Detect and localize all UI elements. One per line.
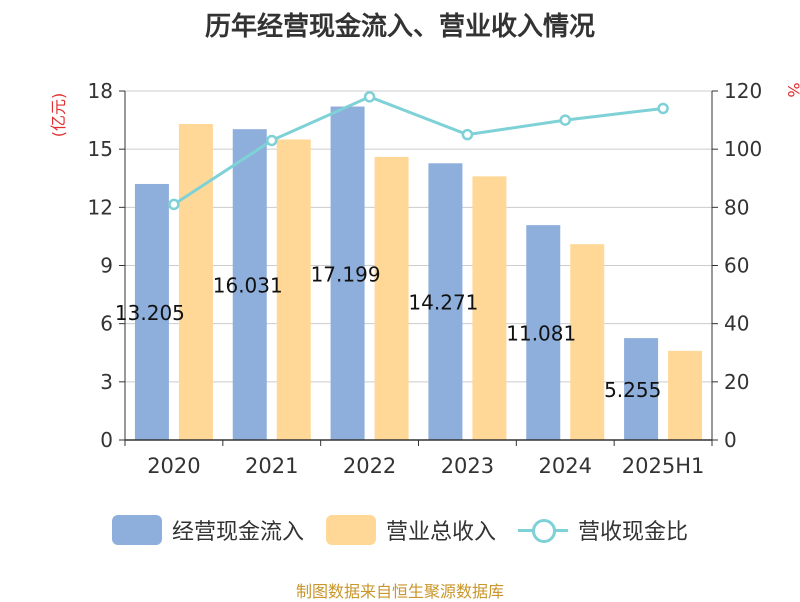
y-left-tick-label: 12 [88,195,113,219]
bar-cash-inflow [232,129,267,440]
x-tick-label: 2022 [343,454,396,478]
x-tick-label: 2024 [539,454,592,478]
legend-item-revenue[interactable]: 营业总收入 [325,514,496,546]
bar-revenue [472,176,507,441]
y-left-tick-label: 0 [100,428,113,452]
y-axis-left-label: (亿元) [49,93,68,138]
source-note: 制图数据来自恒生聚源数据库 [295,582,504,601]
y-left-tick-label: 6 [100,312,113,336]
y-right-tick-label: 20 [724,370,749,394]
bar-revenue [570,244,605,440]
legend-swatch-cash-inflow [111,515,162,545]
bar-cash-inflow [330,106,365,440]
y-right-tick-label: 60 [724,254,749,278]
line-point-ratio [363,91,376,103]
data-labels: 13.205 16.031 17.199 14.271 11.081 5.255 [115,262,661,402]
bar-revenue [374,156,409,440]
x-tick-label: 2021 [245,454,298,478]
legend-swatch-ratio [518,515,568,545]
legend-item-ratio[interactable]: 营收现金比 [518,514,688,546]
x-tick-label: 2023 [441,454,494,478]
bar-revenue [668,350,703,440]
line-point-ratio [168,198,180,211]
line-ratio [173,95,664,206]
legend-label-ratio: 营收现金比 [578,520,689,545]
data-label-cash-inflow: 11.081 [506,322,576,346]
y-right-tick-label: 120 [724,79,762,103]
y-left-tick-label: 9 [100,254,113,278]
bars [134,106,703,441]
data-label-cash-inflow: 5.255 [604,378,661,402]
grid-lines [125,90,712,383]
y-left-tick-label: 15 [88,137,113,161]
data-label-cash-inflow: 14.271 [408,291,478,315]
y-right-tick-label: 80 [724,195,749,219]
data-label-cash-inflow: 16.031 [213,274,283,298]
legend: 经营现金流入 营业总收入 营收现金比 [0,514,800,546]
bar-cash-inflow [526,225,561,440]
line-point-ratio [657,102,669,115]
line-point-ratio [559,114,571,126]
y-right-tick-label: 100 [724,137,762,161]
line-series [168,91,669,211]
line-point-ratio [461,128,474,141]
legend-label-revenue: 营业总收入 [385,520,496,545]
x-tick-label: 2020 [147,454,200,478]
bar-revenue [178,123,213,440]
line-point-ratio [266,134,278,147]
y-right-tick-label: 0 [724,428,737,452]
bar-cash-inflow [428,163,463,441]
axes: 0 0 3 20 6 40 9 60 12 80 15 100 18 120 2020 2021 2022 202… [88,79,763,478]
legend-swatch-revenue [325,515,376,545]
legend-label-cash-inflow: 经营现金流入 [171,520,304,545]
bar-cash-inflow [624,338,659,440]
chart-title: 历年经营现金流入、营业收入情况 [204,12,595,42]
data-label-cash-inflow: 13.205 [115,301,185,325]
y-axis-right-label: % [784,82,800,97]
data-label-cash-inflow: 17.199 [311,262,381,286]
y-right-tick-label: 40 [724,312,749,336]
x-tick-label: 2025H1 [622,454,705,478]
legend-item-cash-inflow[interactable]: 经营现金流入 [111,514,304,546]
y-left-tick-label: 18 [88,79,113,103]
bar-revenue [276,139,311,440]
y-left-tick-label: 3 [100,370,113,394]
bar-cash-inflow [134,183,169,440]
